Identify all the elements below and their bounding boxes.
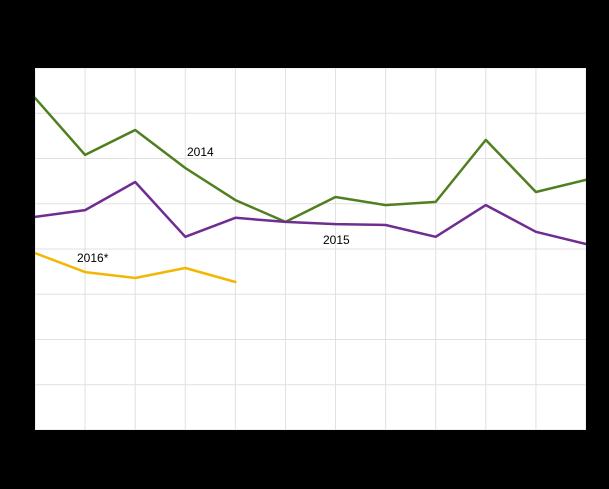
gridlines: [35, 68, 586, 430]
series-line-2016: [35, 251, 237, 284]
series-line-2014: [35, 96, 586, 224]
series-label-2016: 2016*: [77, 251, 109, 265]
series-label-2014: 2014: [187, 145, 214, 159]
line-chart: [35, 68, 586, 430]
series-label-2015: 2015: [323, 233, 350, 247]
plot-area: 2014 2015 2016*: [35, 68, 586, 430]
series-line-2015: [35, 180, 586, 246]
